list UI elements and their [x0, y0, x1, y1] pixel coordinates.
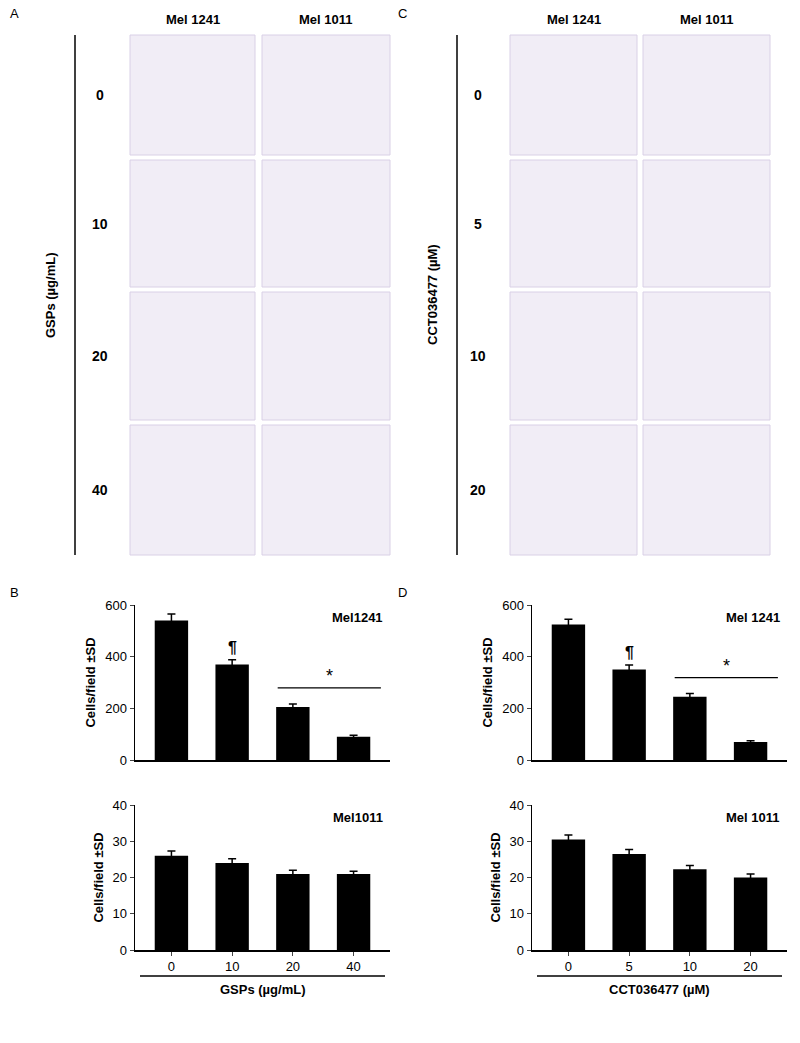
svg-text:20: 20	[92, 348, 108, 364]
svg-text:Mel 1241: Mel 1241	[166, 12, 220, 27]
svg-text:Mel 1241: Mel 1241	[726, 610, 780, 625]
svg-text:0: 0	[517, 943, 524, 958]
svg-text:20: 20	[509, 870, 523, 885]
svg-text:0: 0	[96, 87, 104, 103]
svg-text:200: 200	[105, 701, 127, 716]
svg-text:¶: ¶	[228, 639, 237, 656]
svg-text:Cells/field ±SD: Cells/field ±SD	[488, 832, 503, 922]
svg-text:200: 200	[502, 701, 524, 716]
svg-text:Mel1241: Mel1241	[332, 610, 383, 625]
svg-text:20: 20	[470, 482, 486, 498]
svg-text:A: A	[10, 6, 19, 21]
svg-text:C: C	[398, 6, 407, 21]
svg-text:D: D	[398, 585, 407, 600]
svg-text:Cells/field ±SD: Cells/field ±SD	[91, 832, 106, 922]
svg-text:Mel1011: Mel1011	[333, 810, 383, 825]
svg-text:10: 10	[92, 216, 108, 232]
svg-text:20: 20	[743, 959, 757, 974]
svg-text:¶: ¶	[625, 644, 634, 661]
svg-text:10: 10	[225, 959, 239, 974]
svg-text:40: 40	[112, 798, 126, 813]
svg-text:10: 10	[509, 906, 523, 921]
svg-text:CCT036477 (µM): CCT036477 (µM)	[425, 244, 440, 345]
svg-text:Cells/field ±SD: Cells/field ±SD	[480, 637, 495, 727]
svg-text:Mel 1241: Mel 1241	[547, 12, 601, 27]
svg-text:400: 400	[502, 649, 524, 664]
svg-text:GSPs (µg/mL): GSPs (µg/mL)	[43, 253, 58, 339]
svg-text:10: 10	[470, 348, 486, 364]
svg-text:600: 600	[502, 598, 524, 613]
svg-text:0: 0	[168, 959, 175, 974]
svg-text:Mel 1011: Mel 1011	[726, 810, 780, 825]
svg-text:40: 40	[509, 798, 523, 813]
svg-text:*: *	[326, 666, 333, 686]
svg-text:Cells/field ±SD: Cells/field ±SD	[83, 637, 98, 727]
svg-text:0: 0	[120, 943, 127, 958]
svg-text:5: 5	[626, 959, 633, 974]
svg-text:0: 0	[517, 753, 524, 768]
svg-text:B: B	[10, 585, 19, 600]
svg-text:Mel 1011: Mel 1011	[680, 12, 734, 27]
svg-text:5: 5	[474, 216, 482, 232]
svg-text:400: 400	[105, 649, 127, 664]
svg-text:30: 30	[112, 834, 126, 849]
svg-text:30: 30	[509, 834, 523, 849]
svg-text:*: *	[723, 656, 730, 676]
svg-text:600: 600	[105, 598, 127, 613]
svg-text:20: 20	[286, 959, 300, 974]
svg-text:40: 40	[346, 959, 360, 974]
svg-text:0: 0	[474, 87, 482, 103]
svg-text:0: 0	[565, 959, 572, 974]
svg-text:20: 20	[112, 870, 126, 885]
svg-text:GSPs (µg/mL): GSPs (µg/mL)	[220, 982, 306, 997]
svg-text:40: 40	[92, 482, 108, 498]
svg-text:CCT036477 (µM): CCT036477 (µM)	[609, 982, 710, 997]
svg-text:0: 0	[120, 753, 127, 768]
svg-text:10: 10	[112, 906, 126, 921]
svg-text:10: 10	[683, 959, 697, 974]
svg-text:Mel 1011: Mel 1011	[299, 12, 353, 27]
